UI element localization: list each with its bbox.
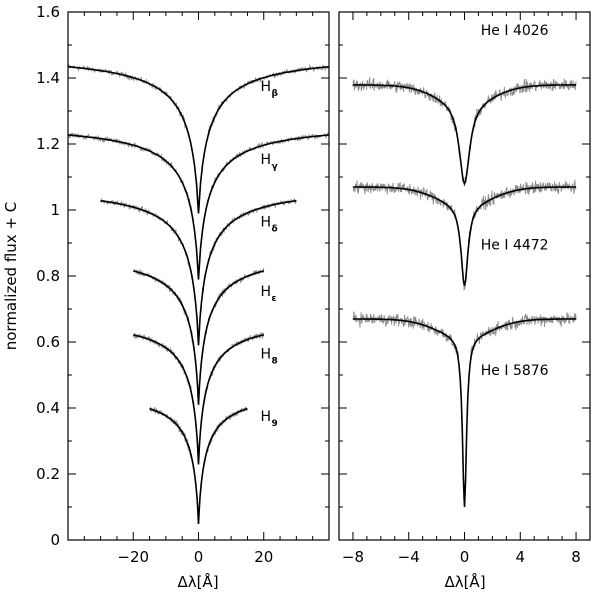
line-label-Hγ: H — [260, 152, 271, 168]
line-label-H8: H — [260, 347, 271, 363]
left-x-axis-label: Δλ[Å] — [177, 572, 218, 591]
y-tick-label: 0 — [50, 531, 60, 549]
y-tick-label: 1 — [50, 201, 60, 219]
line-label-sub-Hγ: γ — [271, 162, 277, 172]
right-line-labels: He I 4026 He I 4472 He I 5876 — [481, 23, 549, 379]
y-tick-label: 1.4 — [36, 69, 60, 87]
model-fit-He-I-5876 — [352, 318, 577, 508]
line-label-He-I-5876: He I 5876 — [481, 363, 549, 379]
right-x-tick-label: −8 — [342, 548, 364, 566]
line-label-sub-H8: 8 — [271, 357, 277, 367]
y-tick-label: 0.2 — [36, 465, 60, 483]
observed-spectrum-He-I-4472 — [352, 178, 577, 291]
right-x-axis-label: Δλ[Å] — [444, 572, 485, 591]
model-fit-Hβ — [67, 65, 330, 214]
line-label-He-I-4472: He I 4472 — [481, 238, 549, 254]
right-x-tick-label: 0 — [460, 548, 470, 566]
line-label-sub-Hε: ε — [271, 294, 276, 304]
line-label-sub-Hδ: δ — [271, 225, 277, 235]
observed-spectrum-Hβ — [67, 62, 330, 214]
right-panel-frame — [338, 11, 591, 541]
model-fit-Hε — [133, 270, 265, 405]
observed-spectrum-Hγ — [67, 131, 330, 280]
right-x-tick-label: 8 — [571, 548, 581, 566]
line-label-sub-Hβ: β — [271, 89, 278, 99]
model-fit-Hδ — [100, 199, 297, 346]
model-fit-Hγ — [67, 134, 330, 280]
line-label-sub-H9: 9 — [271, 419, 277, 429]
y-tick-label: 1.2 — [36, 135, 60, 153]
right-x-tick-label: −4 — [398, 548, 420, 566]
observed-spectrum-H9 — [149, 406, 248, 523]
y-tick-label: 1.6 — [36, 3, 60, 21]
right-observed-spectra — [352, 77, 577, 505]
line-label-Hε: H — [260, 284, 271, 300]
right-x-tick-label: 4 — [516, 548, 526, 566]
model-fit-H9 — [149, 407, 248, 525]
line-label-Hδ: H — [260, 215, 271, 231]
y-tick-label: 0.6 — [36, 333, 60, 351]
left-panel-frame — [67, 11, 330, 541]
model-fit-H8 — [133, 334, 265, 465]
left-model-fits — [67, 65, 330, 525]
left-axis-ticks: 0 0.2 0.4 0.6 0.8 1 1.2 1.4 1.6 −20 0 20 — [36, 3, 330, 566]
observed-spectrum-He-I-4026 — [352, 77, 577, 187]
line-label-He-I-4026: He I 4026 — [481, 23, 549, 39]
y-axis-label: normalized flux + C — [2, 202, 20, 351]
line-label-H9: H — [260, 409, 271, 425]
x-tick-label: 20 — [254, 548, 273, 566]
x-tick-label: −20 — [117, 548, 149, 566]
right-model-fits — [352, 84, 577, 508]
y-tick-label: 0.8 — [36, 267, 60, 285]
y-tick-label: 0.4 — [36, 399, 60, 417]
model-fit-He-I-4026 — [352, 84, 577, 186]
line-label-Hβ: H — [260, 79, 271, 95]
right-panel-helium: He I 4026 He I 4472 He I 5876 −8 −4 0 4 8 — [338, 11, 591, 566]
model-fit-He-I-4472 — [352, 186, 577, 287]
observed-spectrum-He-I-5876 — [352, 311, 577, 505]
x-tick-label: 0 — [194, 548, 204, 566]
